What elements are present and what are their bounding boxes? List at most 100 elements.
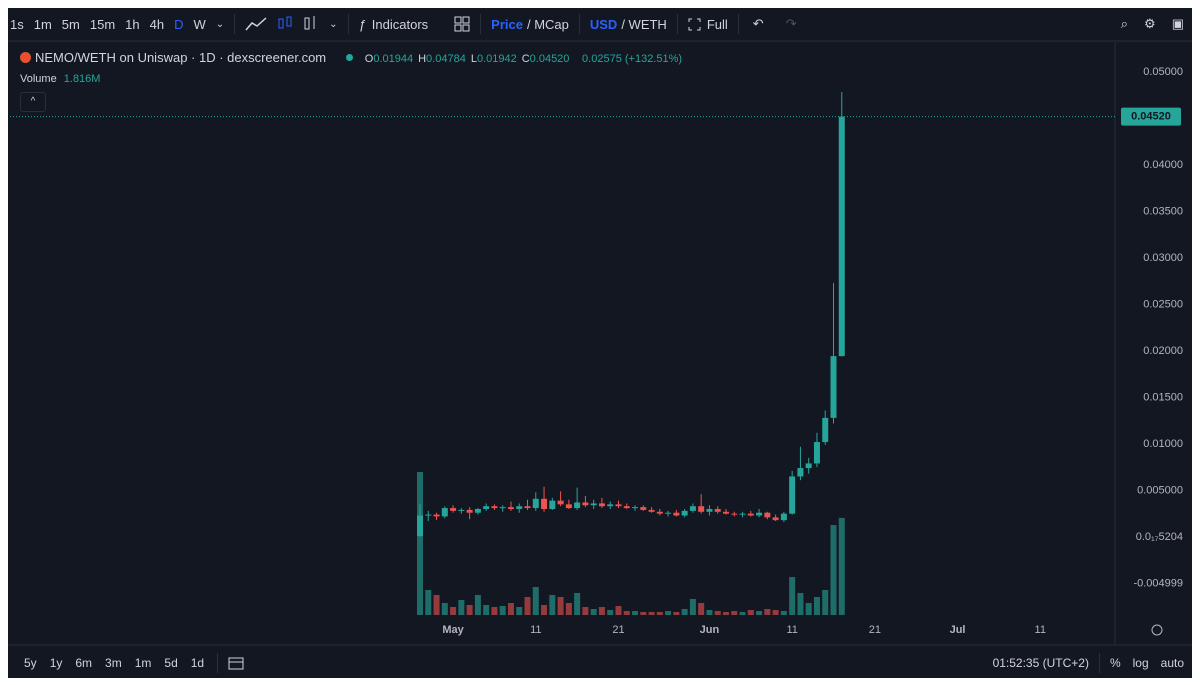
range-button[interactable]: 5d	[164, 656, 178, 670]
volume-bar	[698, 602, 705, 615]
line-chart-icon[interactable]	[245, 16, 267, 32]
volume-bar	[541, 604, 548, 615]
volume-bar	[598, 606, 605, 615]
candle-body	[499, 507, 506, 509]
volume-title: Volume	[20, 73, 57, 85]
candle-body	[756, 512, 763, 516]
candle-body	[739, 513, 746, 515]
candle-body	[689, 506, 696, 511]
interval-button[interactable]: 15m	[89, 16, 116, 32]
search-icon[interactable]: ⌕	[1120, 16, 1129, 31]
log-toggle[interactable]: log	[1132, 656, 1149, 670]
y-tick-label: -0.004999	[1133, 577, 1183, 589]
separator	[217, 653, 219, 673]
volume-bar	[714, 610, 721, 615]
candle-body	[623, 506, 630, 509]
interval-button[interactable]: 1h	[125, 16, 140, 32]
y-tick-label: 0.05000	[1143, 66, 1183, 78]
volume-bar	[747, 609, 754, 615]
volume-bar	[838, 517, 845, 615]
volume-bar	[756, 610, 763, 615]
undo-button[interactable]: ↶	[752, 16, 764, 31]
layout-icon[interactable]	[454, 16, 470, 32]
interval-menu[interactable]: ⌄	[215, 18, 225, 30]
screenshot-button[interactable]: ▣	[1171, 16, 1184, 31]
mcap-toggle[interactable]: / MCap	[526, 16, 569, 32]
separator	[1098, 653, 1100, 673]
settings-icon[interactable]	[1151, 624, 1163, 636]
settings-button[interactable]: ⚙	[1144, 16, 1156, 31]
indicators-button[interactable]: Indicators	[371, 16, 429, 32]
volume-bar	[607, 609, 614, 615]
volume-bar	[764, 608, 771, 615]
y-tick-label: 0.0₁₇5204	[1136, 531, 1183, 543]
interval-button[interactable]: 1m	[33, 16, 52, 32]
range-button[interactable]: 1d	[190, 656, 205, 670]
volume-bar	[557, 596, 564, 615]
price-toggle[interactable]: Price	[491, 16, 523, 32]
volume-bar	[780, 610, 787, 615]
volume-bar	[565, 602, 572, 615]
percent-toggle[interactable]: %	[1109, 656, 1121, 670]
candle-icon[interactable]	[277, 15, 293, 33]
chart-type-menu[interactable]: ⌄	[329, 18, 338, 30]
change-value: 0.02575 (+132.51%)	[582, 53, 683, 65]
candle-body	[681, 510, 688, 516]
volume-bar	[789, 576, 796, 615]
interval-button[interactable]: D	[174, 16, 184, 32]
candle-body	[615, 504, 622, 507]
candle-body	[441, 508, 448, 517]
bottom-toolbar: 5y 1y 6m 3m 1m 5d 1d 01:52:35 (UTC+2) % log au…	[24, 648, 1184, 678]
redo-button[interactable]: ↷	[785, 16, 797, 31]
bars-icon[interactable]	[303, 15, 319, 33]
interval-button[interactable]: 4h	[149, 16, 165, 32]
collapse-button[interactable]: ^	[20, 92, 46, 112]
volume-bar	[648, 611, 655, 615]
usd-toggle[interactable]: USD	[589, 16, 618, 32]
ohlc-key: L	[470, 53, 477, 65]
x-tick-label: 11	[1035, 624, 1046, 636]
separator	[578, 14, 580, 34]
range-button[interactable]: 5y	[24, 656, 37, 670]
interval-button[interactable]: 5m	[61, 16, 80, 32]
y-tick-label: 0.02500	[1143, 298, 1183, 310]
indicators-icon[interactable]: ƒ	[358, 16, 366, 32]
fullscreen-icon[interactable]	[688, 18, 701, 31]
volume-bar	[615, 605, 622, 615]
volume-bar	[524, 596, 531, 615]
candle-body	[516, 506, 523, 509]
candle-body	[822, 417, 829, 443]
volume-bar	[739, 611, 746, 615]
volume-bar	[830, 524, 837, 615]
separator	[480, 14, 482, 34]
interval-button[interactable]: W	[193, 16, 206, 32]
candle-body	[673, 512, 680, 516]
auto-toggle[interactable]: auto	[1160, 656, 1184, 670]
volume-bar	[417, 472, 423, 615]
volume-value: 1.816M	[63, 73, 101, 85]
volume-bar	[507, 602, 514, 615]
separator	[676, 14, 678, 34]
candle-body	[466, 509, 473, 513]
candle-body	[714, 508, 721, 512]
range-button[interactable]: 6m	[75, 656, 93, 670]
range-button[interactable]: 1m	[134, 656, 152, 670]
range-button[interactable]: 1y	[49, 656, 63, 670]
volume-bar	[549, 594, 556, 615]
range-button[interactable]: 3m	[105, 656, 122, 670]
candle-body	[706, 508, 713, 512]
y-tick-label: 0.02000	[1143, 345, 1183, 357]
weth-toggle[interactable]: / WETH	[621, 16, 667, 32]
volume-bar	[483, 604, 490, 615]
candle-body	[830, 356, 837, 418]
ohlc-value: 0.04784	[426, 53, 466, 65]
ohlc-value: 0.01944	[373, 53, 414, 65]
volume-bar	[574, 592, 581, 615]
full-button[interactable]: Full	[706, 16, 728, 32]
goto-date-icon[interactable]	[228, 655, 244, 671]
candle-body	[764, 512, 771, 518]
interval-button[interactable]: 1s	[10, 16, 24, 32]
top-toolbar: 1s 1m 5m 15m 1h 4h D W ⌄ ⌄ ƒ Indicators Price /…	[10, 8, 1190, 40]
candle-body	[656, 511, 663, 514]
